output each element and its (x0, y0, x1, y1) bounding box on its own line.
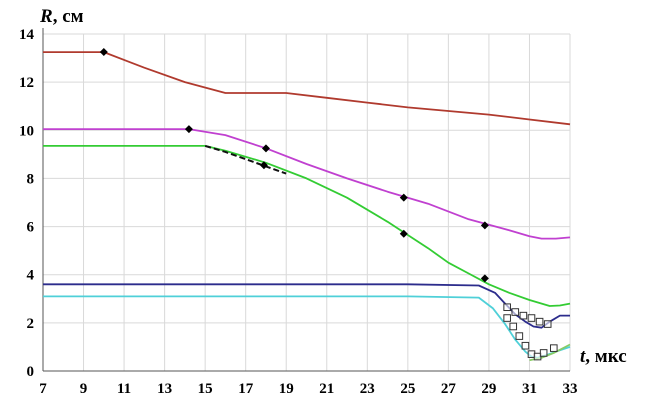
y-tick-label: 8 (27, 171, 35, 187)
series-6 (204, 144, 287, 175)
series-7 (99, 48, 489, 283)
square-marker (521, 341, 530, 350)
series-8 (503, 303, 552, 328)
x-tick-label: 17 (238, 381, 254, 397)
y-axis-variable: R (39, 6, 53, 27)
axes (42, 28, 570, 372)
diamond-marker (399, 193, 408, 202)
x-tick-label: 9 (80, 381, 88, 397)
square-marker (511, 308, 520, 316)
y-axis-unit: , см (53, 6, 84, 27)
x-tick-label: 19 (279, 381, 294, 397)
diamond-marker (399, 229, 408, 238)
y-tick-label: 12 (19, 75, 34, 91)
x-tick-label: 7 (39, 381, 47, 397)
square-marker (535, 317, 544, 326)
series-1 (43, 128, 571, 240)
x-tick-label: 15 (198, 381, 213, 397)
series-line-2 (43, 144, 571, 307)
grid (42, 33, 571, 372)
y-tick-label: 6 (27, 220, 35, 236)
x-tick-label: 21 (319, 381, 334, 397)
y-tick-label: 0 (27, 364, 35, 380)
y-tick-label: 10 (19, 123, 34, 139)
series-layer (43, 48, 571, 362)
square-marker (503, 303, 511, 312)
diamond-marker (259, 161, 268, 170)
x-tick-label: 13 (157, 381, 172, 397)
diamond-marker (261, 144, 270, 153)
series-0 (43, 51, 571, 126)
square-marker (503, 314, 511, 322)
x-tick-label: 11 (117, 381, 131, 397)
x-tick-label: 33 (563, 381, 578, 397)
x-tick-label: 25 (400, 381, 415, 397)
square-marker (549, 344, 558, 352)
x-axis-title: t, мкс (580, 346, 627, 367)
square-marker (527, 314, 536, 322)
y-tick-label: 4 (27, 268, 35, 284)
x-tick-label: 29 (481, 381, 496, 397)
x-axis-unit: , мкс (585, 346, 626, 367)
y-tick-label: 14 (19, 27, 35, 43)
diamond-marker (99, 48, 108, 57)
y-tick-label: 2 (27, 316, 35, 332)
diamond-marker (184, 125, 193, 134)
y-axis-title: R, см (39, 6, 84, 27)
series-line-6 (204, 144, 287, 175)
x-tick-label: 27 (441, 381, 457, 397)
x-tick-label: 31 (522, 381, 537, 397)
series-4 (43, 295, 571, 359)
square-marker (515, 332, 524, 340)
square-marker (539, 349, 548, 357)
diamond-marker (480, 274, 489, 283)
square-marker (519, 311, 528, 320)
square-marker (543, 320, 552, 328)
diamond-marker (480, 221, 489, 230)
series-line-4 (43, 295, 571, 359)
square-marker (509, 322, 518, 331)
series-2 (43, 144, 571, 307)
tick-labels: 7 9 11 13 15 17 19 21 23 25 27 29 31 33 0 2 4 6 8 10 12 14 (19, 27, 578, 397)
series-line-1 (43, 128, 571, 240)
series-9 (503, 314, 558, 361)
x-tick-label: 23 (360, 381, 375, 397)
x-axis-variable: t (580, 346, 586, 367)
series-line-0 (43, 51, 571, 126)
